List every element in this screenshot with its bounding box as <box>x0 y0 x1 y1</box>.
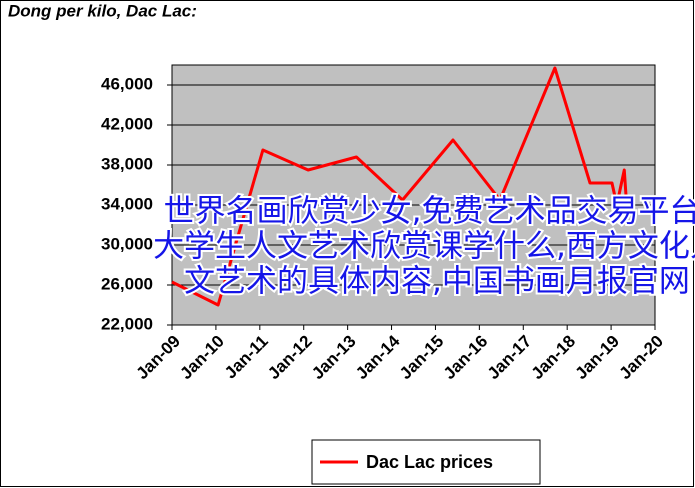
watermark-text: 世界名画欣赏少女,免费艺术品交易平台, <box>164 194 695 230</box>
chart-title: Dong per kilo, Dac Lac: <box>8 1 197 20</box>
line-series <box>171 66 633 307</box>
y-tick-label: 30,000 <box>101 234 153 253</box>
plot-area <box>171 64 656 326</box>
y-tick-label: 22,000 <box>101 314 153 333</box>
y-tick-label: 42,000 <box>101 114 153 133</box>
legend-label: Dac Lac prices <box>366 452 493 472</box>
watermark-text: 文艺术的具体内容,中国书画月报官网 <box>184 264 690 300</box>
y-tick-label: 46,000 <box>101 74 153 93</box>
y-tick-label: 34,000 <box>101 194 153 213</box>
y-tick-label: 26,000 <box>101 274 153 293</box>
y-tick-label: 38,000 <box>101 154 153 173</box>
watermark-text: 大学生人文艺术欣赏课学什么,西方文化人 <box>153 229 695 265</box>
